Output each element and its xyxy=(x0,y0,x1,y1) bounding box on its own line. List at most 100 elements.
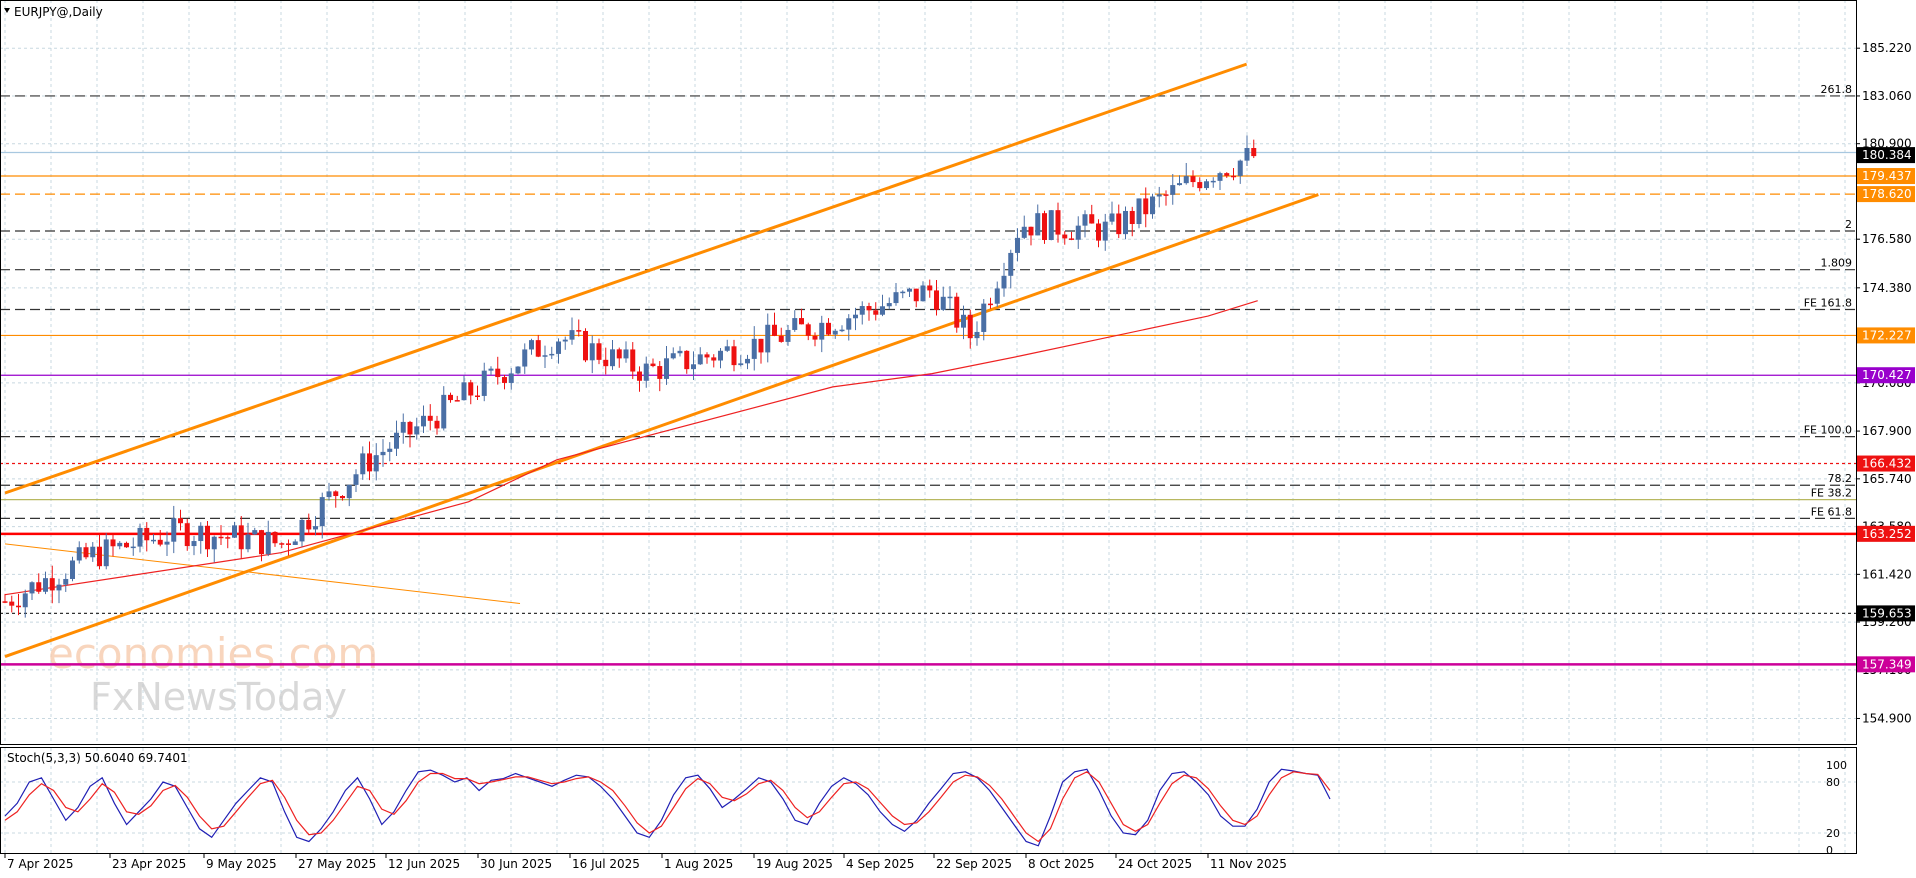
price-tick-label: 154.900 xyxy=(1862,711,1912,725)
candle-bull xyxy=(1021,226,1027,238)
candle-bear xyxy=(630,349,636,372)
price-tag-label: 179.437 xyxy=(1862,169,1912,183)
price-tick-label: 165.740 xyxy=(1862,472,1912,486)
candle-bear xyxy=(934,290,939,310)
price-tag-bg xyxy=(1857,525,1915,542)
candle-bear xyxy=(812,335,818,340)
time-tick-label: 24 Oct 2025 xyxy=(1118,857,1192,871)
candle-bear xyxy=(434,420,440,429)
candle-bear xyxy=(873,310,879,315)
candle-bull xyxy=(130,546,136,549)
candle-bull xyxy=(1008,252,1014,276)
candle-bear xyxy=(9,601,15,606)
candle-bear xyxy=(826,322,831,335)
candle-bull xyxy=(211,536,217,550)
candle-bear xyxy=(967,314,973,339)
candle-bull xyxy=(670,353,676,359)
time-tick-label: 23 Apr 2025 xyxy=(112,857,186,871)
candle-bull xyxy=(1170,185,1176,195)
candle-bear xyxy=(36,582,42,592)
candle-bull xyxy=(751,338,757,359)
candle-bull xyxy=(76,547,82,561)
candle-bull xyxy=(1001,275,1007,289)
candle-bull xyxy=(738,363,744,366)
level-label: FE 38.2 xyxy=(1811,487,1852,500)
candle-bear xyxy=(596,343,602,360)
candle-bull xyxy=(974,331,980,339)
candle-bull xyxy=(508,373,514,383)
candle-bull xyxy=(292,541,298,545)
candle-bear xyxy=(778,335,784,342)
watermark-line2: FxNewsToday xyxy=(90,675,347,719)
channel-line xyxy=(4,62,1248,495)
candle-bull xyxy=(1177,183,1182,186)
level-label: 1.809 xyxy=(1821,257,1853,270)
stoch-pane-frame xyxy=(0,747,1857,854)
candle-bull xyxy=(610,349,615,367)
price-tag-label: 166.432 xyxy=(1862,457,1912,471)
candle-bull xyxy=(353,474,359,485)
stoch-axis: 100 80 20 0 xyxy=(1826,759,1847,857)
price-tag-bg xyxy=(1857,455,1915,472)
candle-bull xyxy=(313,526,318,530)
candle-bear xyxy=(954,296,960,328)
candle-bull xyxy=(245,534,251,550)
level-label: FE 161.8 xyxy=(1804,296,1852,309)
candle-bear xyxy=(1251,148,1257,157)
watermark-line1: economies.com xyxy=(48,629,378,678)
candle-bull xyxy=(198,525,204,542)
candle-bull xyxy=(839,329,845,332)
candle-bull xyxy=(522,349,528,367)
stoch-tick-label: 80 xyxy=(1826,776,1840,789)
candle-bear xyxy=(805,324,811,336)
time-tick-label: 7 Apr 2025 xyxy=(7,857,74,871)
candle-bull xyxy=(151,539,156,542)
time-tick-label: 9 May 2025 xyxy=(206,857,277,871)
stoch-main-line xyxy=(4,768,1331,847)
candle-bull xyxy=(765,324,771,353)
time-axis: 7 Apr 2025 23 Apr 2025 9 May 2025 27 May 20… xyxy=(4,854,1287,871)
candle-bull xyxy=(117,542,123,547)
candle-bull xyxy=(542,355,548,357)
candle-bull xyxy=(319,497,325,527)
candle-bear xyxy=(603,359,609,367)
candle-bull xyxy=(1204,181,1209,189)
candle-bear xyxy=(1042,213,1047,241)
candle-bear xyxy=(1089,214,1095,224)
candle-bull xyxy=(373,455,379,472)
candle-bear xyxy=(448,394,453,401)
candle-bear xyxy=(1143,198,1149,215)
candle-bull xyxy=(549,353,555,356)
candle-bull xyxy=(880,306,885,315)
candle-bull xyxy=(920,285,926,302)
price-tag-label: 170.427 xyxy=(1862,368,1912,382)
candle-bear xyxy=(218,536,224,539)
candle-bear xyxy=(1129,210,1135,225)
candle-bull xyxy=(1015,237,1020,253)
candle-bull xyxy=(1156,194,1162,197)
price-tag-label: 172.227 xyxy=(1862,328,1912,342)
candle-bull xyxy=(63,578,69,585)
candles xyxy=(2,135,1257,618)
candle-bear xyxy=(866,306,872,311)
price-tag-bg xyxy=(1857,168,1915,185)
candle-bear xyxy=(454,400,460,402)
candle-bear xyxy=(684,350,690,370)
candle-bear xyxy=(340,496,345,499)
price-tag-bg xyxy=(1857,656,1915,673)
candle-bear xyxy=(576,330,582,332)
symbol-label: EURJPY@,Daily xyxy=(14,5,103,19)
candle-bear xyxy=(157,539,163,545)
candle-bull xyxy=(164,541,170,545)
level-label: FE 100.0 xyxy=(1804,424,1852,437)
candle-bull xyxy=(1109,213,1115,222)
price-tick-label: 174.380 xyxy=(1862,281,1912,295)
candle-bull xyxy=(414,426,420,435)
candle-bear xyxy=(225,537,231,539)
candle-bull xyxy=(1035,213,1041,236)
candle-bull xyxy=(360,453,366,475)
candle-bull xyxy=(643,363,649,381)
candle-bear xyxy=(83,547,89,558)
candle-bull xyxy=(29,582,35,594)
